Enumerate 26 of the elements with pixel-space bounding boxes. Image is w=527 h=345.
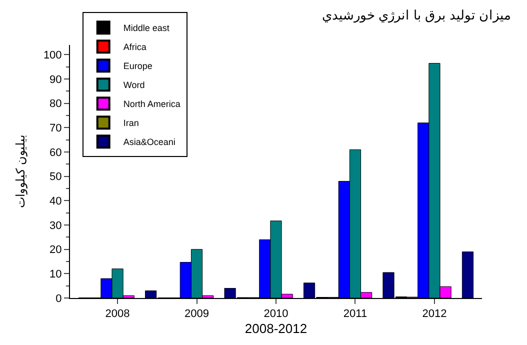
y-tick-label: 40 [50, 196, 62, 208]
x-tick-label: 2010 [264, 308, 288, 320]
legend-label: North America [123, 99, 180, 110]
legend-label: Asia&Oceani [123, 137, 176, 148]
y-tick-label: 100 [43, 50, 62, 62]
y-tick-label: 70 [50, 122, 62, 135]
y-tick-label: 80 [50, 98, 62, 110]
legend-label: Europe [123, 61, 152, 72]
x-tick-label: 2009 [184, 308, 210, 320]
y-tick-label: 60 [50, 146, 62, 159]
legend-label: Word [123, 80, 145, 90]
y-tick-label: 90 [50, 74, 62, 86]
y-tick-label: 30 [50, 220, 62, 232]
legend-label: Iran [123, 118, 139, 128]
x-tick-label: 2011 [343, 308, 368, 320]
legend-label: Africa [123, 42, 146, 52]
x-axis-title: 2008-2012 [244, 320, 308, 336]
y-tick-label: 10 [50, 268, 62, 281]
x-tick-label: 2008 [105, 308, 130, 320]
y-tick-label: 0 [56, 292, 62, 305]
y-tick-label: 20 [50, 244, 62, 256]
legend-label: Middle east [123, 23, 170, 34]
y-tick-label: 50 [50, 171, 62, 184]
x-tick-label: 2012 [422, 308, 447, 320]
y-axis-title: بيليون كيلووات [14, 134, 28, 208]
chart-title: ميزان توليد برق با انرژي خورشيدي [322, 7, 512, 24]
